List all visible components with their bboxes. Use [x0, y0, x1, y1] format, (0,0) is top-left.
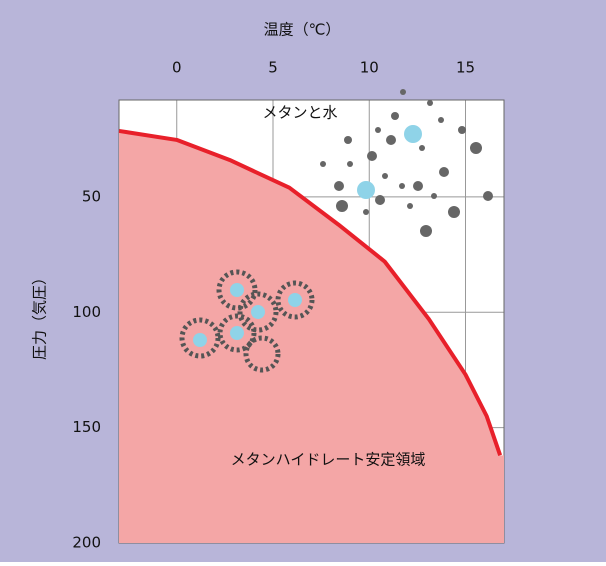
- y-tick-label: 200: [72, 534, 101, 552]
- x-tick-label: 0: [172, 59, 182, 77]
- y-tick-label: 100: [72, 303, 101, 321]
- x-axis-label: 温度（℃）: [264, 21, 341, 39]
- x-tick-label: 10: [360, 59, 379, 77]
- annotation: メタンハイドレート安定領域: [231, 451, 426, 469]
- y-axis-label: 圧力（気圧）: [31, 270, 49, 360]
- x-tick-label: 15: [456, 59, 475, 77]
- y-tick-label: 50: [82, 187, 101, 205]
- y-tick-label: 150: [72, 418, 101, 436]
- chart: 温度（℃） 圧力（気圧） メタンと水メタンハイドレート安定領域 0 5 10 15 50 100…: [0, 0, 606, 562]
- annotation: メタンと水: [262, 104, 337, 122]
- x-tick-label: 5: [268, 59, 278, 77]
